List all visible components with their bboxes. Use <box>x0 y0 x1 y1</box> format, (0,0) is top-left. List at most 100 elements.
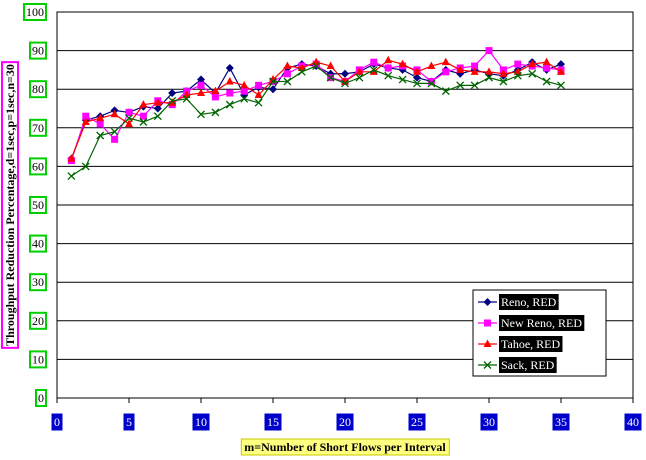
x-tick-label-10: 10 <box>192 413 210 431</box>
data-point <box>341 79 349 88</box>
data-point <box>441 57 450 66</box>
y-tick-label-40: 40 <box>29 234 47 253</box>
data-point <box>96 131 105 140</box>
x-tick-label-30: 30 <box>480 413 498 431</box>
y-axis-title-box <box>1 61 19 349</box>
legend-label: New Reno, RED <box>501 316 582 330</box>
y-tick-label-60: 60 <box>29 157 47 176</box>
data-point <box>153 104 162 113</box>
data-point <box>139 118 148 126</box>
y-tick-box <box>29 118 47 137</box>
y-tick-text: 50 <box>32 198 44 212</box>
data-point <box>225 76 234 85</box>
data-point <box>456 65 465 73</box>
data-point <box>326 61 335 70</box>
x-tick-label-35: 35 <box>552 413 570 431</box>
data-point <box>96 113 105 122</box>
data-point <box>355 67 364 75</box>
y-tick-box <box>23 3 47 21</box>
data-point <box>369 65 378 74</box>
y-tick-text: 20 <box>32 314 44 328</box>
x-tick-label-20: 20 <box>336 413 354 431</box>
axes <box>56 11 634 403</box>
legend: Reno, RED New Reno, RED Tahoe, RED Sack, RE… <box>472 289 607 377</box>
data-point <box>111 135 119 143</box>
data-point <box>355 73 364 82</box>
data-point <box>485 73 493 82</box>
y-tick-label-30: 30 <box>29 273 47 292</box>
y-tick-box <box>35 389 47 407</box>
y-tick-label-0: 0 <box>35 389 47 407</box>
data-point <box>326 73 335 82</box>
data-point <box>427 61 436 70</box>
data-point <box>125 114 133 123</box>
data-point <box>369 67 378 75</box>
x-tick-box <box>552 413 570 431</box>
data-point <box>341 69 349 78</box>
data-point <box>528 59 537 68</box>
legend-label: Sack, RED <box>501 358 555 372</box>
x-tick-text: 40 <box>627 415 639 429</box>
data-point <box>211 86 220 95</box>
y-tick-text: 80 <box>32 82 44 96</box>
data-point <box>384 64 392 72</box>
data-point <box>384 55 393 64</box>
data-point <box>182 94 191 103</box>
data-point <box>471 62 479 70</box>
y-tick-label-100: 100 <box>23 3 47 21</box>
data-point <box>67 154 76 162</box>
x-tick-label-40: 40 <box>624 413 642 431</box>
x-tick-text: 20 <box>339 415 351 429</box>
x-tick-text: 15 <box>267 415 279 429</box>
data-point <box>226 89 234 97</box>
y-tick-box <box>29 157 47 176</box>
data-point <box>398 75 407 84</box>
x-tick-text: 25 <box>411 415 423 429</box>
data-point <box>139 100 148 108</box>
y-tick-label-50: 50 <box>29 196 47 214</box>
data-point <box>542 77 551 86</box>
y-tick-box <box>29 311 47 330</box>
data-point <box>168 96 177 105</box>
legend-label-box <box>499 336 563 352</box>
data-point <box>168 98 177 106</box>
data-point <box>225 63 234 72</box>
y-tick-text: 70 <box>32 121 44 135</box>
data-point <box>557 81 565 90</box>
data-point <box>483 339 492 347</box>
data-point <box>427 77 435 85</box>
legend-entry-2: New Reno, RED <box>478 315 585 331</box>
y-tick-text: 0 <box>38 391 44 405</box>
data-point <box>269 77 277 86</box>
data-point <box>197 88 205 97</box>
data-point <box>470 81 479 90</box>
data-point <box>384 71 393 80</box>
data-point <box>211 93 219 101</box>
y-tick-box <box>29 273 47 292</box>
x-tick-label-25: 25 <box>408 413 426 431</box>
data-point <box>470 67 479 75</box>
y-tick-text: 40 <box>32 237 44 251</box>
y-tick-text: 90 <box>32 44 44 58</box>
legend-entry-4: Sack, RED <box>478 357 557 373</box>
y-tick-label-10: 10 <box>29 350 47 369</box>
legend-label: Tahoe, RED <box>501 337 560 351</box>
data-point <box>456 81 465 90</box>
legend-entry-1: Reno, RED <box>478 294 559 310</box>
data-point <box>543 64 551 72</box>
y-tick-box <box>29 41 47 60</box>
data-point <box>398 59 407 68</box>
data-point <box>283 77 292 86</box>
data-point <box>269 85 277 94</box>
x-axis-title-box <box>240 438 450 456</box>
data-point <box>514 60 522 68</box>
data-point <box>240 94 249 103</box>
data-point <box>153 112 162 121</box>
data-point <box>153 98 162 106</box>
y-tick-box <box>29 80 47 99</box>
data-point <box>557 67 565 75</box>
data-point <box>283 70 291 78</box>
y-tick-text: 30 <box>32 275 44 289</box>
x-tick-label-5: 5 <box>123 413 135 431</box>
